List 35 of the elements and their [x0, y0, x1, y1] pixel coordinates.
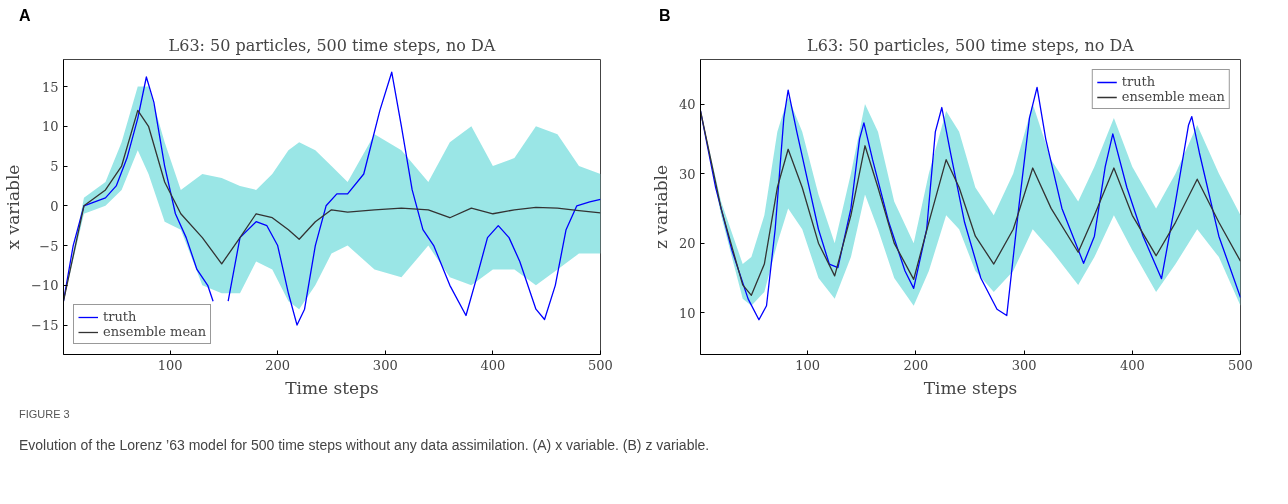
legend-label: truth: [1121, 74, 1156, 89]
legend-label: ensemble mean: [103, 324, 207, 339]
x-tick-label: 400: [1119, 357, 1145, 373]
y-tick-label: 5: [50, 159, 59, 175]
x-axis-title: Time steps: [285, 377, 379, 398]
x-axis-title: Time steps: [923, 377, 1018, 398]
x-tick-label: 400: [480, 357, 506, 373]
x-tick-label: 300: [372, 357, 398, 373]
y-tick-label: 10: [678, 305, 696, 321]
chart-title: L63: 50 particles, 500 time steps, no DA: [168, 35, 496, 55]
x-tick-label: 500: [1228, 357, 1253, 373]
x-tick-label: 200: [265, 357, 291, 373]
text: B: [659, 6, 671, 26]
y-tick-label: 20: [678, 236, 696, 252]
text: Evolution of the Lorenz ’63 model for 500 time steps without any data assimilation. (A) x variable. (B) z variable.: [19, 435, 710, 455]
y-axis-title: x variable: [3, 164, 24, 250]
legend-label: ensemble mean: [1121, 89, 1225, 104]
y-tick-label: 40: [678, 97, 696, 113]
x-tick-label: 100: [157, 357, 183, 373]
y-tick-label: −5: [39, 238, 59, 254]
y-tick-label: 0: [50, 198, 59, 214]
y-tick-label: −10: [31, 278, 59, 294]
y-axis-title: z variable: [650, 164, 671, 250]
y-tick-label: 15: [41, 79, 59, 95]
legend-label: truth: [103, 309, 137, 324]
x-tick-label: 200: [903, 357, 929, 373]
chart-title: L63: 50 particles, 500 time steps, no DA: [807, 35, 1135, 55]
y-tick-label: 10: [41, 119, 59, 135]
y-tick-label: 30: [678, 166, 696, 182]
caption: FIGURE 3: [19, 407, 70, 422]
x-tick-label: 500: [588, 357, 613, 373]
x-tick-label: 100: [795, 357, 821, 373]
text: A: [19, 6, 31, 26]
x-tick-label: 300: [1011, 357, 1037, 373]
y-tick-label: −15: [31, 318, 59, 334]
